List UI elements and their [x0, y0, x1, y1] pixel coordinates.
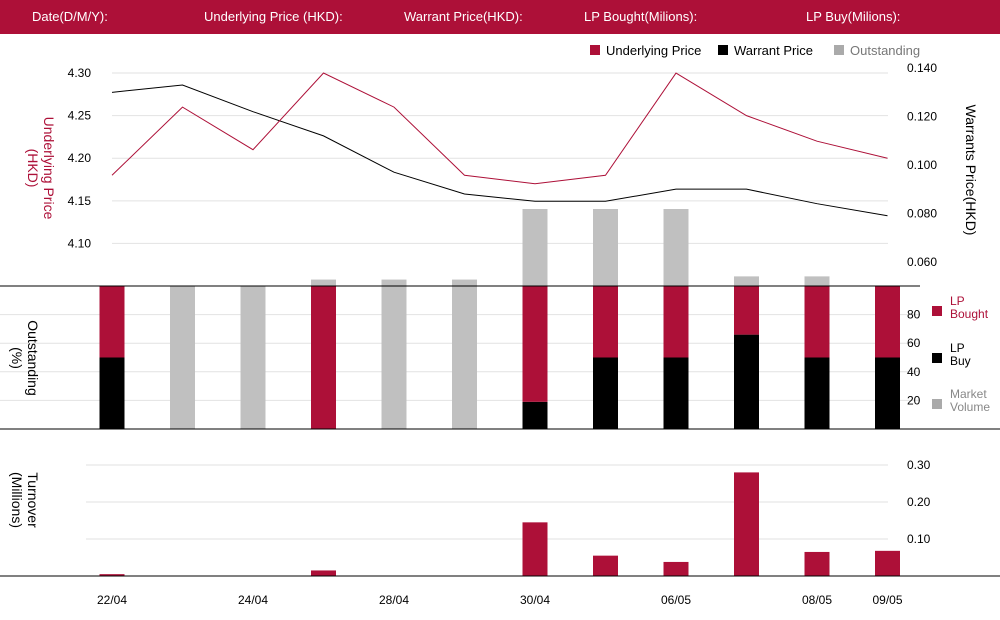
left-tick-label: 4.10	[68, 236, 92, 250]
outstanding-bar	[663, 209, 689, 286]
turnover-bar	[663, 561, 689, 576]
x-tick-label: 30/04	[520, 593, 550, 607]
lp-bought-bar	[99, 286, 125, 358]
right-tick-label: 0.120	[907, 110, 937, 124]
right-tick-label: 0.080	[907, 206, 937, 220]
right-axis-label-group: Warrants Price(HKD)	[963, 105, 979, 236]
outstanding-bar	[734, 276, 759, 286]
header-bar: Date(D/M/Y): Underlying Price (HKD): War…	[0, 0, 1000, 34]
outstanding-bar	[381, 279, 407, 286]
x-tick-label: 06/05	[661, 593, 691, 607]
left-axis-label: (HKD)	[25, 149, 41, 188]
mid-tick-label: 40	[907, 365, 921, 379]
mid-legend-swatch	[932, 306, 942, 316]
left-axis-label: Underlying Price	[41, 117, 57, 220]
bottom-axis-label: (Millions)	[9, 472, 25, 528]
lp-bought-bar	[311, 286, 336, 429]
lp-buy-bar	[593, 357, 618, 429]
x-tick-label: 22/04	[97, 593, 127, 607]
lp-buy-bar	[804, 357, 830, 429]
lp-bought-bar	[804, 286, 830, 358]
outstanding-bar	[311, 279, 336, 286]
market-volume-bar	[240, 286, 266, 429]
turnover-bar	[593, 555, 618, 576]
legend-swatch	[590, 45, 600, 55]
lp-bought-bar	[522, 286, 548, 402]
legend-label: Outstanding	[850, 43, 920, 58]
header-warrant-price-label: Warrant Price(HKD):	[404, 9, 523, 24]
turnover-bar	[734, 472, 759, 576]
mid-tick-label: 20	[907, 393, 921, 407]
turnover-bar	[875, 550, 900, 576]
mid-legend-swatch	[932, 353, 942, 363]
mid-axis-label: (%)	[9, 347, 25, 369]
warrant-price-line	[111, 84, 888, 217]
lp-buy-bar	[875, 357, 900, 429]
lp-bought-bar	[593, 286, 618, 358]
turnover-bar	[311, 570, 336, 576]
outstanding-bar	[452, 279, 477, 286]
left-tick-label: 4.15	[68, 194, 92, 208]
bottom-axis-label: Turnover	[25, 472, 41, 528]
lp-buy-bar	[734, 334, 759, 429]
x-tick-label: 09/05	[872, 593, 902, 607]
lp-buy-bar	[663, 357, 689, 429]
mid-legend-label: LP Bought	[950, 294, 989, 321]
lp-bought-bar	[875, 286, 900, 358]
bottom-axis-label-group: Turnover(Millions)	[9, 472, 41, 528]
x-tick-label: 24/04	[238, 593, 268, 607]
left-tick-label: 4.20	[68, 151, 92, 165]
header-underlying-price-label: Underlying Price (HKD):	[204, 9, 343, 24]
left-axis-label-group: Underlying Price(HKD)	[25, 117, 57, 220]
right-tick-label: 0.140	[907, 61, 937, 75]
lp-buy-bar	[99, 357, 125, 429]
outstanding-bar	[804, 276, 830, 286]
bottom-tick-label: 0.30	[907, 458, 931, 472]
left-tick-label: 4.25	[68, 109, 92, 123]
market-volume-bar	[452, 286, 477, 429]
mid-legend-label: LP Buy	[950, 341, 971, 368]
legend-label: Underlying Price	[606, 43, 701, 58]
mid-tick-label: 80	[907, 308, 921, 322]
lp-buy-bar	[522, 401, 548, 429]
mid-axis-label: Outstanding	[25, 320, 41, 396]
header-lp-buy-label: LP Buy(Milions):	[806, 9, 901, 24]
market-volume-bar	[170, 286, 195, 429]
header-lp-bought-label: LP Bought(Milions):	[584, 9, 698, 24]
x-tick-label: 08/05	[802, 593, 832, 607]
outstanding-bar	[593, 209, 618, 286]
header-date-label: Date(D/M/Y):	[32, 9, 108, 24]
legend-swatch	[718, 45, 728, 55]
mid-legend-swatch	[932, 399, 942, 409]
legend-label: Warrant Price	[734, 43, 813, 58]
right-tick-label: 0.100	[907, 158, 937, 172]
lp-bought-bar	[663, 286, 689, 358]
right-tick-label: 0.060	[907, 255, 937, 269]
bottom-tick-label: 0.10	[907, 532, 931, 546]
underlying-price-line	[111, 72, 888, 185]
turnover-bar	[522, 522, 548, 576]
market-volume-bar	[381, 286, 407, 429]
left-tick-label: 4.30	[68, 66, 92, 80]
mid-legend-label: Market Volume	[950, 387, 990, 414]
mid-axis-label-group: Outstanding(%)	[9, 320, 41, 396]
lp-bought-bar	[734, 286, 759, 335]
outstanding-bar	[522, 209, 548, 286]
right-axis-label: Warrants Price(HKD)	[963, 105, 979, 236]
bottom-tick-label: 0.20	[907, 495, 931, 509]
turnover-bar	[804, 551, 830, 576]
mid-tick-label: 60	[907, 336, 921, 350]
legend-swatch	[834, 45, 844, 55]
turnover-bar	[99, 574, 125, 576]
x-tick-label: 28/04	[379, 593, 409, 607]
